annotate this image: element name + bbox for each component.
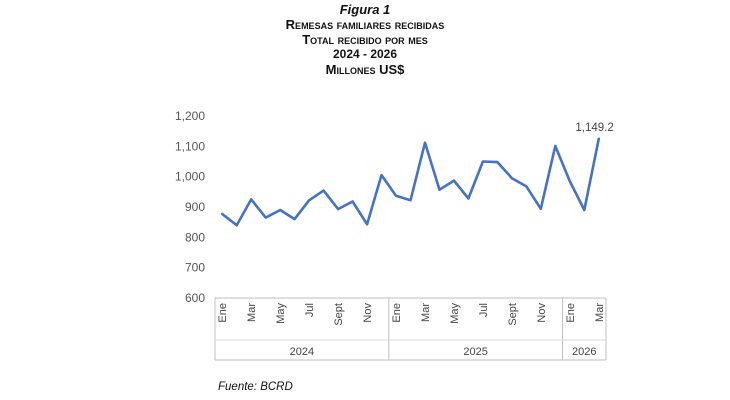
chart-units: Millones US$ [325, 62, 405, 77]
chart-subtitle: Total recibido por mes [302, 32, 428, 47]
chart-period: 2024 - 2026 [332, 47, 398, 61]
figure-number: Figura 1 [339, 2, 391, 17]
chart-title: Remesas familiares recibidas [285, 17, 445, 32]
y-tick-label: 600 [185, 291, 205, 305]
y-tick-label: 1,000 [175, 170, 205, 184]
x-tick-label: Jul [304, 303, 316, 317]
x-tick-label: Sept [507, 303, 519, 326]
x-tick-label: May [275, 303, 287, 324]
source-note: Fuente: BCRD [218, 381, 293, 393]
series-line [220, 137, 601, 227]
x-tick-label: Ene [391, 303, 403, 323]
x-tick-label: May [449, 303, 461, 324]
x-tick-label: Mar [594, 303, 606, 322]
y-tick-label: 700 [185, 261, 205, 275]
year-label: 2026 [572, 346, 596, 358]
x-tick-label: Nov [536, 303, 548, 323]
x-tick-label: Sept [333, 303, 345, 326]
x-tick-label: Nov [362, 303, 374, 323]
y-tick-label: 1,200 [175, 109, 205, 123]
x-tick-label: Ene [217, 303, 229, 323]
y-tick-label: 900 [185, 200, 205, 214]
year-label: 2025 [463, 346, 487, 358]
x-tick-label: Ene [565, 303, 577, 323]
x-tick-label: Mar [420, 303, 432, 322]
chart-title-block: Figura 1 Remesas familiares recibidas To… [0, 2, 730, 77]
y-tick-label: 1,100 [175, 139, 205, 153]
year-label: 2024 [290, 346, 314, 358]
x-tick-label: Mar [246, 303, 258, 322]
data-label: 1,149.2 [575, 122, 613, 134]
x-tick-label: Jul [478, 303, 490, 317]
y-tick-label: 800 [185, 230, 205, 244]
